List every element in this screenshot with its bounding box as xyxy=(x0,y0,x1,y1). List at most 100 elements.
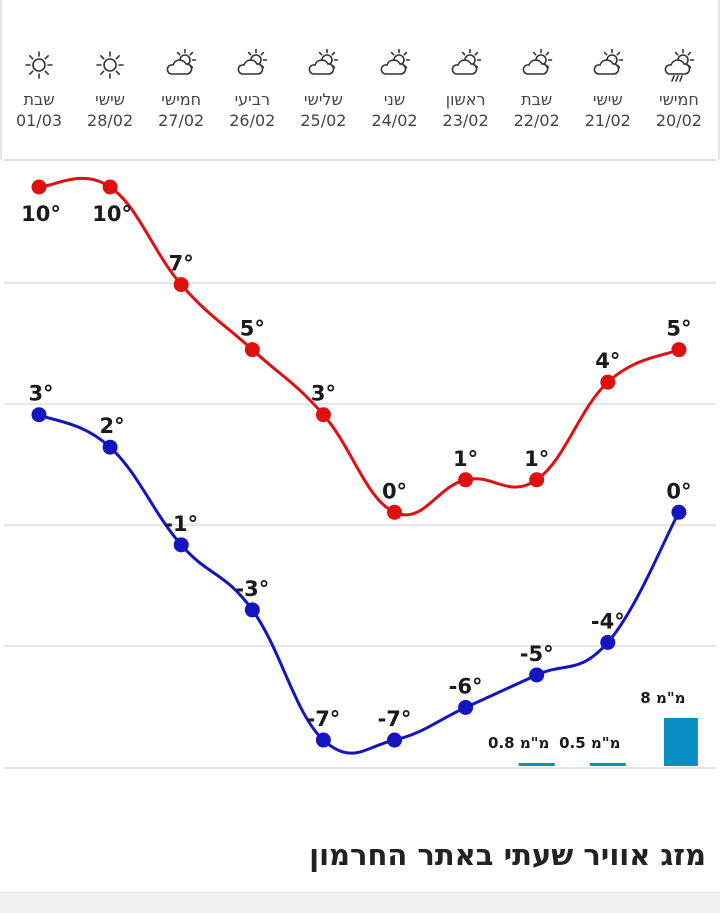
min-temp-label: -7° xyxy=(378,707,412,731)
max-temp-point xyxy=(671,342,687,358)
max-temp-point xyxy=(600,374,616,390)
day-name: שלישי xyxy=(303,90,343,109)
max-temp-line xyxy=(38,176,680,517)
day-name: שבת xyxy=(23,90,55,109)
partly-cloudy-icon xyxy=(237,48,268,75)
day-name: רביעי xyxy=(234,90,271,109)
max-temp-point xyxy=(173,277,189,293)
min-temp-point xyxy=(31,407,47,423)
min-temp-label: 2° xyxy=(100,414,125,438)
bottom-bar xyxy=(0,892,720,913)
day-name: ראשון xyxy=(445,90,486,109)
precip-bar xyxy=(589,763,626,766)
weather-icon xyxy=(4,46,74,84)
day-name: שישי xyxy=(95,90,125,109)
day-date: 25/02 xyxy=(300,111,347,130)
weather-icon xyxy=(573,46,643,84)
max-temp-point xyxy=(102,179,118,195)
partly-cloudy-icon xyxy=(308,48,339,75)
min-temp-point xyxy=(315,732,331,748)
min-temp-label: -6° xyxy=(449,674,483,698)
frame-line-left xyxy=(0,0,2,160)
max-temp-label: 0° xyxy=(382,479,407,503)
min-temp-label: -7° xyxy=(306,707,340,731)
temperature-chart: 0.8 מ"מ 0.5 מ"מ 8 מ"מ 10° 10° 7° 5° 3° 0° 1° 1° 4° 5… xyxy=(4,159,716,769)
day-column: שני 24/02 xyxy=(360,46,430,132)
day-name: חמישי xyxy=(161,90,202,109)
max-temp-label: 3° xyxy=(311,382,336,406)
min-temp-label: -3° xyxy=(235,577,269,601)
weather-icon xyxy=(288,46,358,84)
max-temp-point xyxy=(529,472,545,488)
weather-icon xyxy=(75,46,145,84)
section-title: מזג אוויר שעתי באתר החרמון xyxy=(309,838,706,872)
day-column: חמישי 20/02 xyxy=(644,46,714,132)
weather-icon xyxy=(431,46,501,84)
day-date: 24/02 xyxy=(371,111,418,130)
max-temp-label: 5° xyxy=(240,317,265,341)
day-date: 23/02 xyxy=(442,111,489,130)
precip-bar xyxy=(518,763,555,766)
day-date: 21/02 xyxy=(584,111,631,130)
partly-cloudy-icon xyxy=(380,48,410,75)
day-column: שבת 22/02 xyxy=(502,46,572,132)
max-temp-label: 4° xyxy=(595,349,620,373)
day-name: שישי xyxy=(592,90,623,109)
max-temp-label: 1° xyxy=(453,447,478,471)
day-column: שישי 28/02 xyxy=(75,46,145,132)
day-name: שני xyxy=(383,90,406,109)
day-date: 28/02 xyxy=(87,111,134,130)
max-temp-point xyxy=(387,504,402,520)
max-temp-label: 5° xyxy=(666,317,691,341)
precip-bar xyxy=(663,718,698,766)
day-name: שבת xyxy=(521,90,553,109)
min-temp-point xyxy=(244,602,260,618)
day-name: חמישי xyxy=(658,90,699,109)
min-temp-point xyxy=(102,439,118,455)
sun-icon xyxy=(25,51,53,79)
day-date: 26/02 xyxy=(229,111,276,130)
max-temp-label: 1° xyxy=(524,447,549,471)
min-temp-point xyxy=(671,504,687,520)
weather-icon xyxy=(146,46,216,84)
day-date: 01/03 xyxy=(15,111,63,130)
weather-icon xyxy=(217,46,287,84)
partly-cloudy-icon xyxy=(593,48,624,75)
min-temp-point xyxy=(600,634,616,650)
day-date: 20/02 xyxy=(655,111,702,130)
precip-label: 0.8 מ"מ xyxy=(488,734,549,752)
min-temp-label: 0° xyxy=(666,479,691,503)
sun-icon xyxy=(96,51,124,79)
precip-label: 0.5 מ"מ xyxy=(559,734,620,752)
weather-icon xyxy=(360,46,430,84)
day-column: שלישי 25/02 xyxy=(288,46,358,132)
max-temp-label: 10° xyxy=(21,202,61,226)
max-temp-label: 7° xyxy=(169,252,194,276)
min-temp-point xyxy=(387,732,402,748)
min-temp-label: 3° xyxy=(28,382,53,406)
partly-cloudy-icon xyxy=(451,48,481,75)
min-temp-label: -1° xyxy=(164,512,198,536)
min-temp-point xyxy=(173,537,189,553)
frame-line-right xyxy=(718,0,720,160)
max-temp-point xyxy=(244,342,260,358)
partly-cloudy-icon xyxy=(522,48,552,75)
weather-icon xyxy=(502,46,572,84)
max-temp-label: 10° xyxy=(92,202,132,226)
min-temp-label: -4° xyxy=(591,609,625,633)
max-temp-point xyxy=(31,179,47,195)
day-column: שבת 01/03 xyxy=(4,46,74,132)
max-temp-point xyxy=(458,472,474,488)
max-temp-point xyxy=(315,407,331,423)
min-temp-line xyxy=(38,413,681,755)
weather-icon xyxy=(644,46,714,84)
min-temp-label: -5° xyxy=(520,642,554,666)
day-date: 22/02 xyxy=(513,111,560,130)
day-date: 27/02 xyxy=(158,111,205,130)
precip-label: 8 מ"מ xyxy=(640,689,685,707)
rain-cloud-icon xyxy=(664,48,695,82)
min-temp-point xyxy=(529,667,545,683)
partly-cloudy-icon xyxy=(166,48,197,75)
day-column: שישי 21/02 xyxy=(573,46,643,132)
min-temp-point xyxy=(458,699,474,715)
